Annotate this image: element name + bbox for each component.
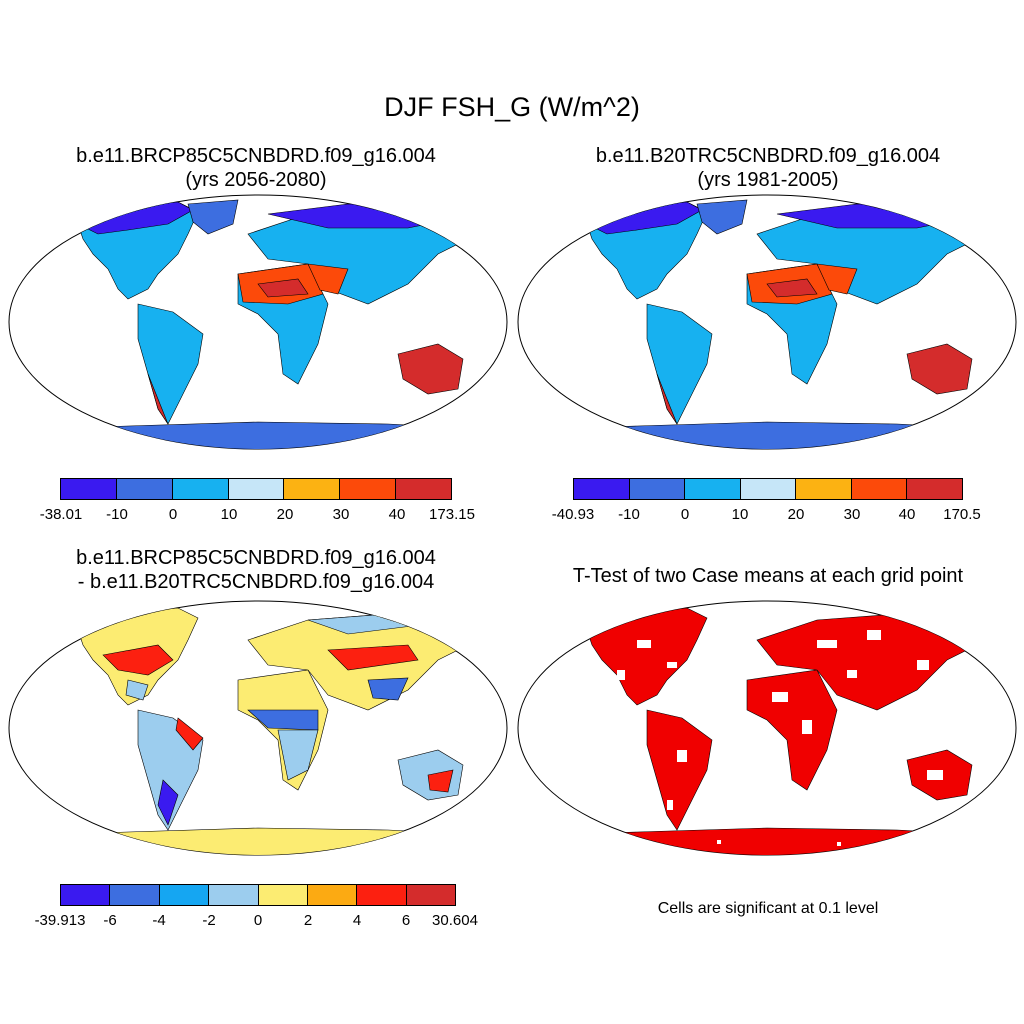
- panel-case-title-line1: b.e11.BRCP85C5CNBDRD.f09_g16.004: [76, 145, 436, 167]
- colorbar-case-label: 30: [332, 506, 350, 523]
- colorbar-box: [258, 885, 308, 905]
- colorbar-difference-label: -4: [152, 912, 166, 929]
- colorbar-difference-label: -2: [202, 912, 216, 929]
- non-significant-cells: [577, 630, 943, 848]
- australia: [397, 343, 464, 395]
- colorbar-case-label: -38.01: [39, 506, 83, 523]
- colorbar-box: [629, 479, 686, 499]
- colorbar-box: [159, 885, 210, 905]
- africa: [746, 669, 838, 791]
- panel-control-title-line1: b.e11.B20TRC5CNBDRD.f09_g16.004: [595, 145, 941, 167]
- colorbar-control-label: 20: [787, 506, 805, 523]
- colorbar-case-label: 40: [388, 506, 406, 523]
- panel-ttest-title: T-Test of two Case means at each grid po…: [572, 565, 964, 587]
- colorbar-box: [851, 479, 908, 499]
- colorbar-box: [340, 479, 397, 499]
- panel-control-title-line2: (yrs 1981-2005): [697, 169, 839, 191]
- colorbar-case-label: 10: [220, 506, 238, 523]
- colorbar-control-label: 10: [731, 506, 749, 523]
- antarctica: [9, 421, 507, 449]
- colorbar-case-label: 20: [276, 506, 294, 523]
- south-america: [646, 709, 713, 831]
- colorbar-difference-label: 4: [352, 912, 362, 929]
- colorbar-case: [60, 478, 452, 500]
- colorbar-box: [284, 479, 341, 499]
- map-case: [8, 194, 508, 450]
- colorbar-box: [357, 885, 407, 905]
- map-ttest: [517, 600, 1017, 856]
- antarctica: [518, 827, 1016, 855]
- australia: [906, 343, 973, 395]
- map-difference: [8, 600, 508, 856]
- colorbar-difference-label: 2: [303, 912, 313, 929]
- colorbar-difference-label: -39.913: [34, 912, 86, 929]
- colorbar-case-label: 173.15: [429, 506, 475, 523]
- colorbar-box: [574, 479, 630, 499]
- colorbar-box: [116, 479, 173, 499]
- colorbar-box: [406, 885, 455, 905]
- map-control: [517, 194, 1017, 450]
- colorbar-case-label: -10: [106, 506, 128, 523]
- colorbar-control-label: 0: [680, 506, 690, 523]
- colorbar-box: [61, 479, 117, 499]
- colorbar-control-label: 170.5: [943, 506, 981, 523]
- panel-case-title-line2: (yrs 2056-2080): [185, 169, 327, 191]
- panel-difference-title-line2: - b.e11.B20TRC5CNBDRD.f09_g16.004: [77, 571, 435, 593]
- colorbar-control-label: -40.93: [551, 506, 595, 523]
- panel-difference-title-line1: b.e11.BRCP85C5CNBDRD.f09_g16.004: [76, 547, 436, 569]
- colorbar-box: [396, 479, 452, 499]
- colorbar-difference: [60, 884, 456, 906]
- north-america: [586, 607, 708, 706]
- colorbar-control-label: 30: [843, 506, 861, 523]
- colorbar-difference-label: 6: [401, 912, 411, 929]
- antarctica: [518, 421, 1016, 449]
- figure-title: DJF FSH_G (W/m^2): [384, 92, 640, 122]
- colorbar-box: [61, 885, 111, 905]
- colorbar-difference-label: 30.604: [432, 912, 478, 929]
- colorbar-control-label: 40: [898, 506, 916, 523]
- colorbar-difference-label: -6: [103, 912, 117, 929]
- colorbar-box: [307, 885, 358, 905]
- colorbar-control-label: -10: [618, 506, 640, 523]
- ttest-note: Cells are significant at 0.1 level: [657, 900, 879, 917]
- colorbar-box: [796, 479, 852, 499]
- colorbar-box: [172, 479, 229, 499]
- colorbar-box: [110, 885, 160, 905]
- antarctica: [9, 827, 507, 855]
- colorbar-box: [740, 479, 797, 499]
- colorbar-box: [209, 885, 259, 905]
- colorbar-box: [228, 479, 285, 499]
- colorbar-box: [907, 479, 963, 499]
- colorbar-difference-label: 0: [253, 912, 263, 929]
- colorbar-control: [573, 478, 963, 500]
- colorbar-case-label: 0: [168, 506, 178, 523]
- colorbar-box: [685, 479, 741, 499]
